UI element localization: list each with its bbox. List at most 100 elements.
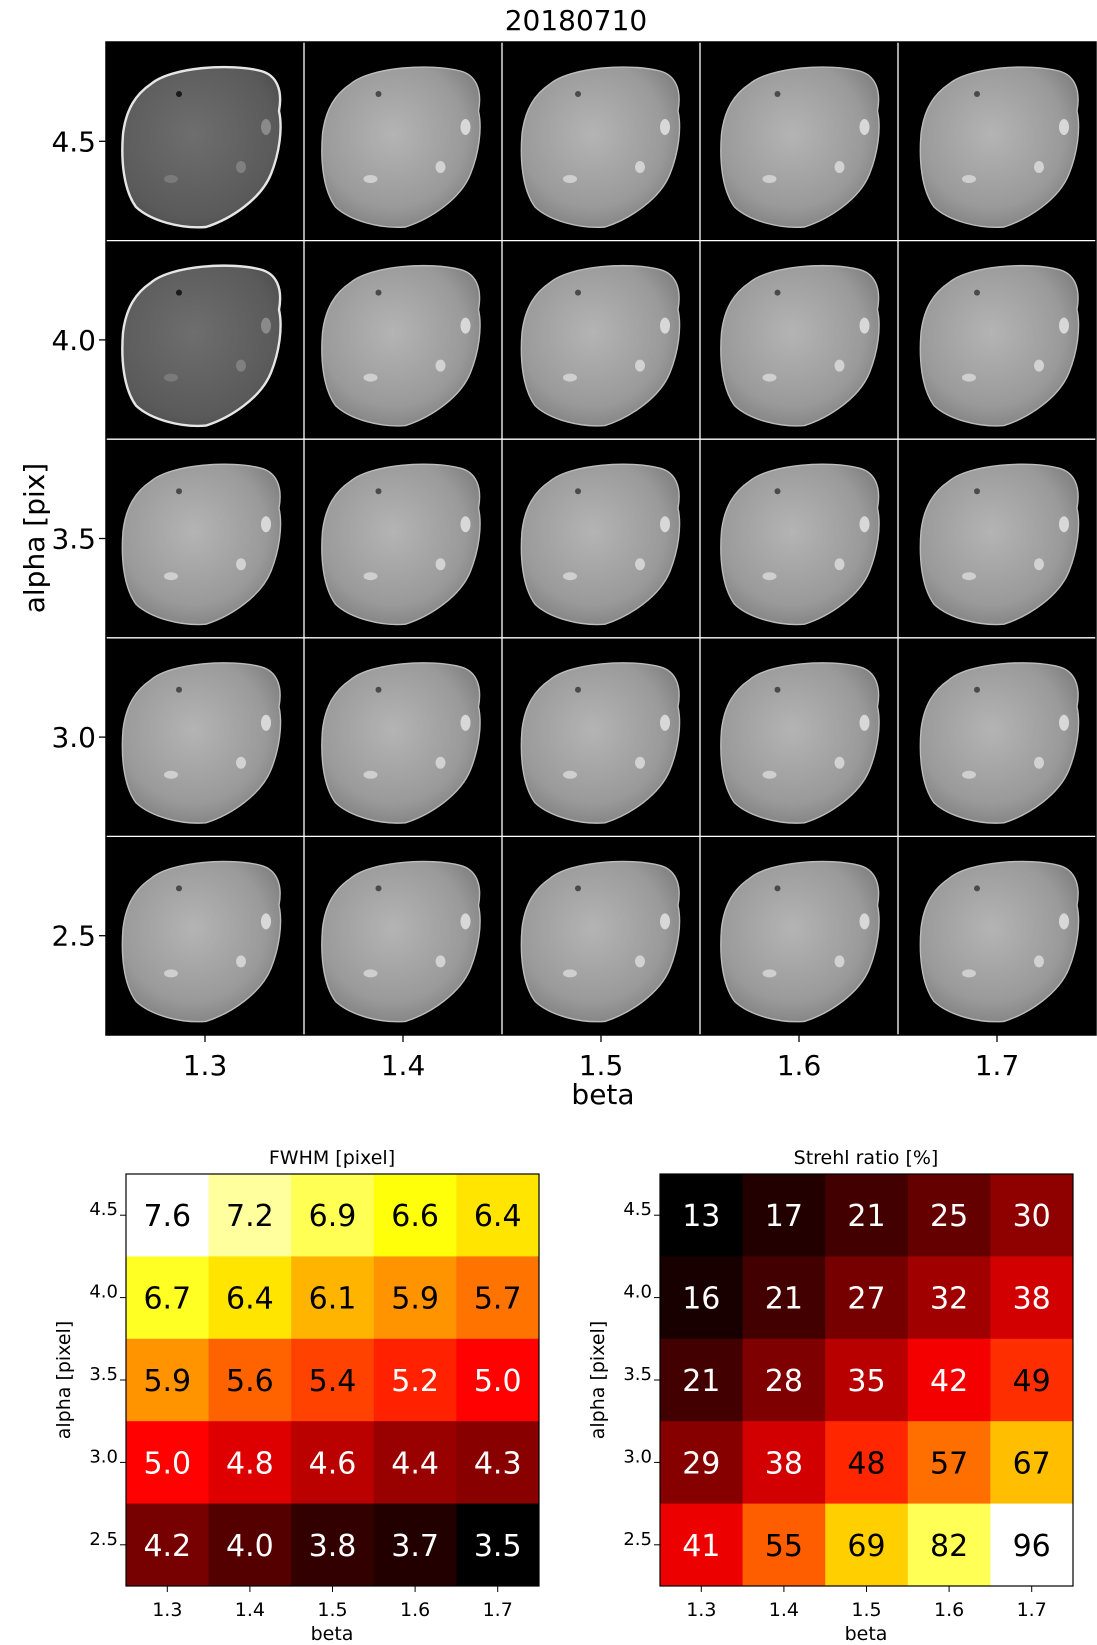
- heatmap-value-label: 3.7: [391, 1529, 439, 1564]
- heatmap-cell: [660, 1174, 744, 1257]
- heatmap-cell: [825, 1256, 909, 1340]
- bright-spot: [762, 969, 777, 978]
- heatmap-value-label: 3.5: [474, 1529, 522, 1564]
- crater-mark: [774, 289, 781, 296]
- bright-spot: [164, 572, 178, 581]
- bright-spot: [164, 373, 178, 382]
- asteroid-shape: [121, 860, 282, 1023]
- heatmap-cell: [742, 1338, 826, 1422]
- heatmap-value-label: 4.0: [226, 1529, 274, 1564]
- heatmap-value-label: 21: [847, 1199, 885, 1234]
- heatmap-cell: [291, 1421, 375, 1505]
- heatmap-y-tick-label: 3.5: [89, 1364, 118, 1385]
- grid-cell-asteroid: [919, 860, 1080, 1023]
- heatmap-cell: [291, 1503, 375, 1587]
- bright-spot: [563, 969, 577, 978]
- heatmap-value-label: 5.4: [309, 1364, 357, 1399]
- grid-cell-asteroid: [720, 66, 880, 229]
- heatmap-cell: [456, 1503, 540, 1587]
- heatmap-y-tick-label: 4.0: [89, 1282, 118, 1303]
- heatmap-value-label: 41: [682, 1529, 720, 1564]
- asteroid-shape: [520, 66, 681, 229]
- bright-spot: [460, 119, 471, 135]
- crater-mark: [575, 686, 581, 693]
- heatmap-cell: [126, 1174, 210, 1257]
- grid-cell-asteroid: [720, 463, 880, 626]
- heatmap-x-tick-label: 1.7: [483, 1599, 513, 1621]
- heatmap-cell: [208, 1256, 292, 1340]
- grid-cell-asteroid: [520, 860, 681, 1023]
- heatmap-x-tick-label: 1.6: [400, 1599, 430, 1621]
- heatmap-value-label: 42: [930, 1364, 968, 1399]
- bright-spot: [962, 373, 976, 382]
- bright-spot: [859, 714, 870, 731]
- bright-spot: [435, 359, 446, 372]
- bright-spot: [261, 119, 271, 135]
- heatmap-value-label: 6.4: [474, 1199, 522, 1234]
- asteroid-shape: [720, 662, 880, 824]
- strehl-heatmap: Strehl ratio [%] 13 17 21 25 30 16 21 27 32 38 21 2…: [587, 1147, 1074, 1645]
- heatmap-cell: [660, 1421, 744, 1505]
- bright-spot: [435, 756, 446, 769]
- grid-x-tick-label: 1.5: [579, 1049, 624, 1082]
- heatmap-value-label: 21: [765, 1282, 803, 1317]
- heatmap-cell: [907, 1174, 991, 1257]
- grid-cells: [121, 65, 1080, 1023]
- bright-spot: [834, 359, 845, 372]
- heatmap-cell: [373, 1338, 457, 1422]
- grid-cell-asteroid: [520, 463, 681, 626]
- heatmap-value-label: 13: [682, 1199, 720, 1234]
- crater-mark: [774, 686, 781, 693]
- bright-spot: [563, 572, 577, 581]
- bright-spot: [635, 955, 645, 968]
- grid-cell-asteroid: [321, 860, 481, 1023]
- heatmap-value-label: 16: [682, 1282, 720, 1317]
- heatmap-cell: [742, 1421, 826, 1505]
- heatmap-cell: [907, 1421, 991, 1505]
- bright-spot: [236, 359, 246, 372]
- crater-mark: [375, 885, 382, 892]
- heatmap-value-label: 5.0: [474, 1364, 522, 1399]
- crater-mark: [176, 488, 182, 495]
- heatmap-value-label: 5.9: [391, 1282, 439, 1317]
- bright-spot: [962, 175, 976, 183]
- grid-y-tick-label: 4.5: [51, 125, 96, 158]
- asteroid-shape: [121, 463, 282, 626]
- asteroid-shape: [520, 860, 681, 1023]
- grid-y-axis-label: alpha [pix]: [18, 463, 51, 614]
- bright-spot: [435, 161, 446, 173]
- crater-mark: [974, 488, 980, 495]
- asteroid-shape: [520, 463, 681, 626]
- heatmap-cell: [456, 1421, 540, 1505]
- crater-mark: [375, 686, 382, 693]
- crater-mark: [974, 885, 980, 892]
- bright-spot: [261, 516, 271, 533]
- asteroid-shape: [121, 65, 282, 229]
- asteroid-shape: [321, 66, 481, 229]
- bright-spot: [762, 175, 777, 183]
- heatmap-cell: [373, 1174, 457, 1257]
- heatmap-x-tick-label: 1.4: [769, 1599, 799, 1621]
- bright-spot: [962, 969, 976, 978]
- heatmap-value-label: 6.6: [391, 1199, 439, 1234]
- heatmap-value-label: 5.0: [143, 1446, 191, 1481]
- bright-spot: [834, 161, 845, 173]
- heatmap-cell: [990, 1503, 1074, 1587]
- bright-spot: [859, 317, 870, 334]
- heatmap-x-tick-label: 1.4: [235, 1599, 265, 1621]
- bright-spot: [563, 175, 577, 183]
- strehl-y-axis-label: alpha [pixel]: [587, 1321, 609, 1440]
- heatmap-cell: [825, 1503, 909, 1587]
- bright-spot: [859, 119, 870, 135]
- heatmap-value-label: 27: [847, 1282, 885, 1317]
- grid-cell-asteroid: [121, 65, 282, 229]
- heatmap-value-label: 4.4: [391, 1446, 439, 1481]
- grid-cell-asteroid: [520, 662, 681, 824]
- heatmap-y-tick-label: 3.0: [89, 1446, 118, 1467]
- heatmap-cell: [208, 1338, 292, 1422]
- grid-cell-asteroid: [720, 264, 880, 427]
- heatmap-cell: [825, 1338, 909, 1422]
- heatmap-cell: [990, 1421, 1074, 1505]
- asteroid-shape: [919, 662, 1080, 824]
- heatmap-value-label: 67: [1013, 1446, 1051, 1481]
